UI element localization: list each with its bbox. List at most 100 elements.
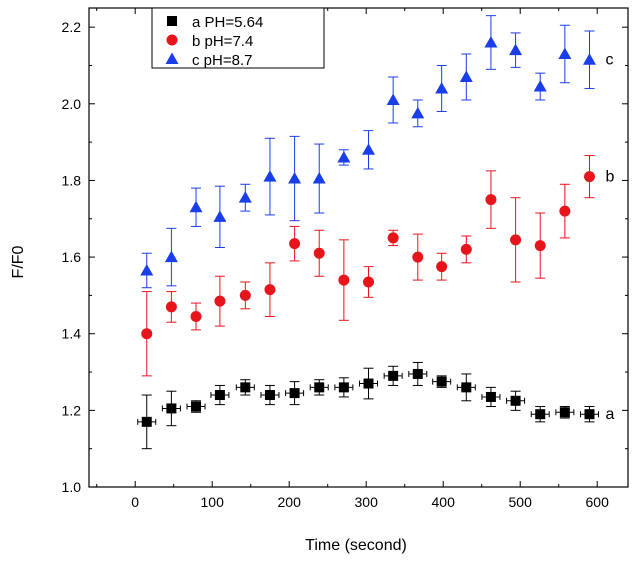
legend-label: a PH=5.64: [192, 14, 263, 31]
series-end-labels: a b c: [606, 52, 615, 423]
data-point: [313, 247, 325, 259]
data-point: [363, 378, 374, 389]
data-point: [337, 150, 351, 163]
y-tick-label: 2.0: [62, 96, 82, 112]
data-point: [213, 210, 227, 222]
data-point: [141, 416, 152, 427]
data-point: [386, 93, 400, 105]
error-bar: [506, 390, 526, 411]
data-point: [584, 409, 595, 420]
data-point: [164, 250, 178, 263]
data-point: [388, 370, 399, 381]
series-end-label: b: [606, 169, 615, 186]
x-tick-label: 0: [131, 494, 139, 510]
data-point: [436, 261, 448, 273]
data-point: [238, 191, 252, 203]
series-end-label: c: [606, 52, 614, 69]
data-point: [239, 289, 251, 301]
y-tick-label: 1.2: [62, 402, 82, 418]
data-point: [387, 232, 399, 244]
data-point: [485, 391, 496, 402]
legend-label: c pH=8.7: [192, 52, 252, 69]
data-point: [411, 106, 425, 119]
y-tick-label: 1.6: [62, 249, 82, 265]
data-point: [583, 53, 596, 65]
legend-marker: [165, 52, 179, 64]
data-point: [289, 238, 301, 250]
data-point: [263, 170, 277, 182]
data-series: [137, 15, 599, 450]
data-point: [189, 200, 203, 213]
data-point: [191, 401, 202, 412]
series-c: [140, 15, 596, 289]
data-point: [141, 328, 153, 340]
data-point: [312, 172, 326, 184]
series-end-label: a: [606, 406, 615, 423]
x-tick-label: 400: [432, 494, 456, 510]
data-point: [461, 382, 472, 393]
x-tick-label: 300: [355, 494, 379, 510]
data-point: [510, 234, 522, 246]
data-point: [338, 274, 350, 286]
data-point: [190, 310, 202, 322]
data-point: [289, 388, 300, 399]
data-point: [412, 251, 424, 263]
y-axis-label: F/F0: [10, 245, 27, 278]
data-point: [362, 143, 376, 155]
y-tick-label: 2.2: [62, 19, 82, 35]
data-point: [509, 43, 523, 56]
data-point: [288, 172, 302, 184]
y-tick-label: 1.8: [62, 172, 82, 188]
legend-marker: [167, 16, 177, 26]
data-point: [314, 382, 325, 393]
plot-frame: [88, 7, 629, 488]
data-point: [165, 301, 177, 313]
data-point: [535, 409, 546, 420]
data-point: [484, 35, 498, 48]
data-point: [264, 390, 275, 401]
data-point: [533, 80, 547, 92]
plot-border: [88, 7, 629, 488]
legend-entry: c pH=8.7: [165, 52, 252, 69]
x-tick-label: 200: [278, 494, 302, 510]
error-bar: [334, 377, 354, 398]
x-axis-label: Time (second): [305, 537, 407, 554]
data-point: [140, 263, 154, 276]
x-tick-label: 600: [586, 494, 610, 510]
legend-box: [151, 7, 325, 69]
y-tick-label: 1.0: [62, 479, 82, 495]
data-point: [460, 243, 472, 255]
series-a: [137, 361, 599, 450]
data-point: [510, 395, 521, 406]
data-point: [338, 382, 349, 393]
data-point: [435, 81, 449, 94]
x-tick-label: 500: [509, 494, 533, 510]
series-b: [141, 155, 595, 377]
data-point: [584, 171, 595, 183]
data-point: [534, 240, 546, 252]
x-tick-label: 100: [201, 494, 225, 510]
data-point: [559, 205, 571, 217]
data-point: [412, 368, 423, 379]
data-point: [214, 295, 226, 307]
data-point: [459, 70, 473, 82]
y-tick-label: 1.4: [62, 326, 82, 342]
axis-ticks: [89, 8, 628, 488]
legend-entry: a PH=5.64: [167, 14, 263, 31]
data-point: [240, 382, 251, 393]
data-point: [214, 390, 225, 401]
data-point: [363, 276, 375, 288]
legend: a PH=5.64 b pH=7.4 c pH=8.7: [151, 7, 325, 69]
legend-marker: [166, 34, 178, 46]
data-point: [559, 407, 570, 418]
legend-label: b pH=7.4: [192, 33, 253, 50]
data-point: [558, 47, 572, 59]
data-point: [436, 376, 447, 387]
legend-entry: b pH=7.4: [166, 33, 253, 50]
tick-labels: 0 100 200 300 400 500 600 1.0 1.2 1.4 1.6 1.8 2.0 2.2: [62, 19, 610, 510]
data-point: [485, 194, 497, 206]
data-point: [166, 403, 177, 414]
data-point: [264, 284, 276, 296]
